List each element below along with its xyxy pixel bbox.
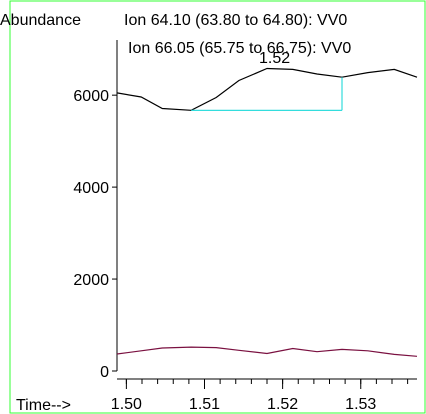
x-tick-label: 1.52 xyxy=(267,396,298,413)
x-tick-label: 1.53 xyxy=(345,396,376,413)
series-line-ion2 xyxy=(116,346,418,357)
legend-ion2: Ion 66.05 (65.75 to 66.75): VV0 xyxy=(128,40,351,57)
x-axis-label: Time--> xyxy=(16,397,71,414)
y-tick-label: 6000 xyxy=(73,88,109,105)
x-tick-label: 1.51 xyxy=(189,396,220,413)
x-tick-label: 1.50 xyxy=(111,396,142,413)
y-axis-label: Abundance xyxy=(0,12,81,29)
chart-border xyxy=(9,0,426,414)
series-line-ion1 xyxy=(116,67,418,111)
annotation-label: 1.52 xyxy=(259,50,290,67)
axes: 0 2000 4000 6000 1.50 1.51 1.52 1.53 xyxy=(73,40,417,413)
y-tick-label: 0 xyxy=(100,364,109,381)
y-tick-label: 2000 xyxy=(73,272,109,289)
legend-ion1: Ion 64.10 (63.80 to 64.80): VV0 xyxy=(124,12,347,29)
y-tick-label: 4000 xyxy=(73,180,109,197)
plot-area: 1.52 xyxy=(116,50,418,357)
